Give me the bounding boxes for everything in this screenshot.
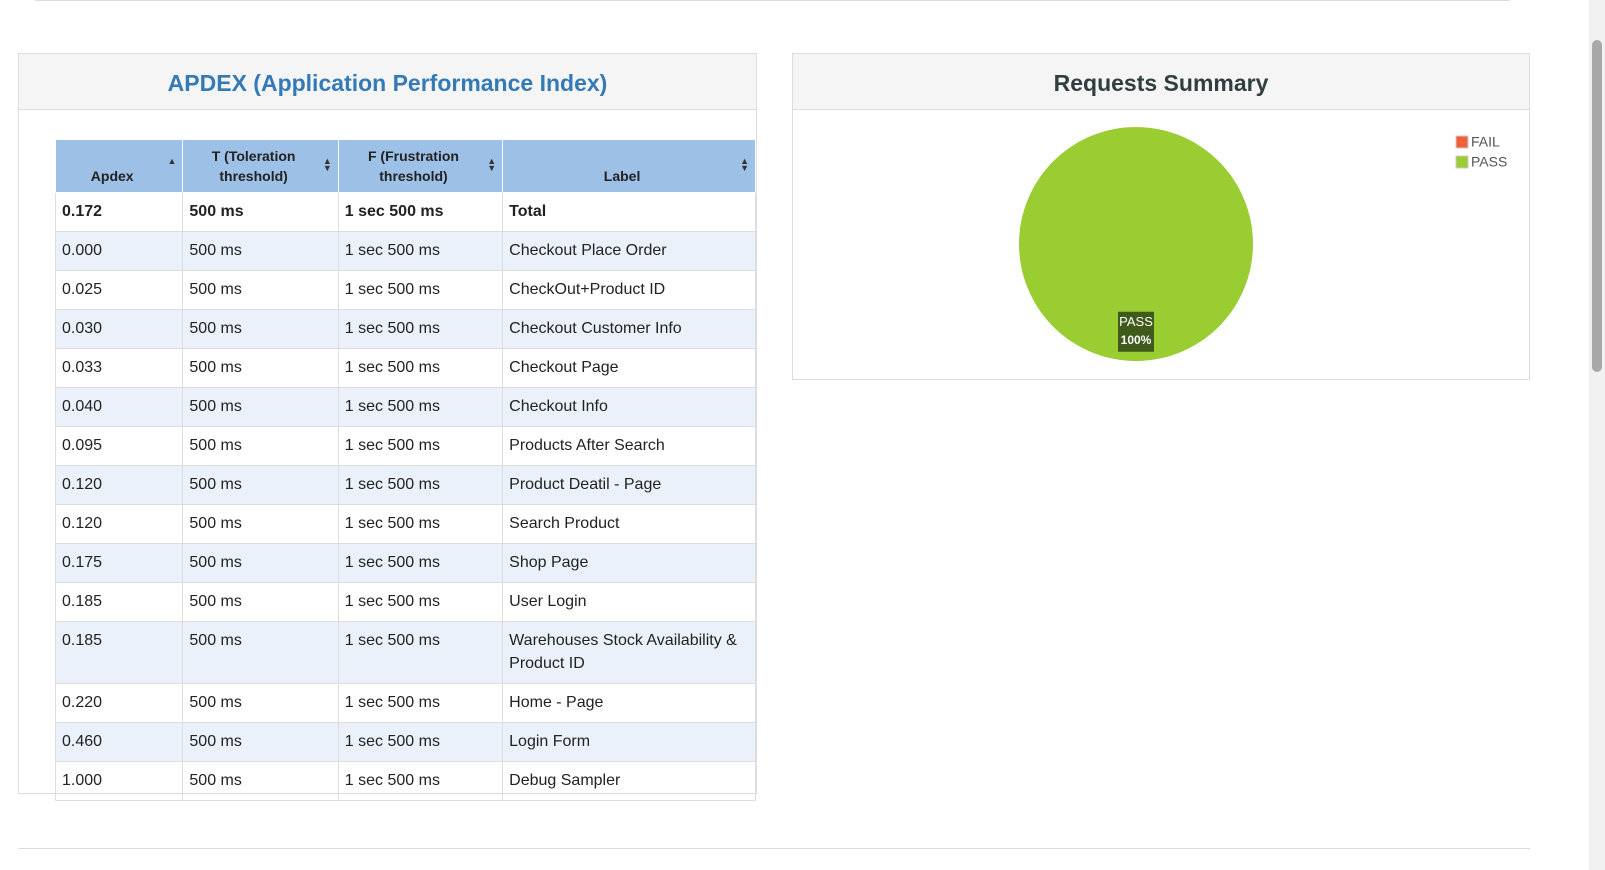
panel-title: APDEX (Application Performance Index) (19, 54, 756, 110)
column-header[interactable]: Apdex ▲ (54, 139, 184, 193)
table-cell: Search Product (502, 504, 756, 544)
table-row: 0.025 500 ms 1 sec 500 ms CheckOut+Product … (54, 270, 756, 310)
sort-arrow: ▲ (167, 156, 177, 166)
table-cell: 0.120 (54, 504, 184, 544)
table-cell: User Login (502, 582, 756, 622)
table-cell: 1 sec 500 ms (337, 231, 504, 271)
header-text: Apdex (90, 168, 134, 184)
table-cell: 0.025 (54, 270, 184, 310)
table-cell: 500 ms (182, 761, 339, 801)
table-cell: 500 ms (182, 582, 339, 622)
table-cell: 0.175 (54, 543, 184, 583)
table-row: 0.120 500 ms 1 sec 500 ms Search Product (54, 504, 756, 544)
table-row: 0.120 500 ms 1 sec 500 ms Product Deatil - … (54, 465, 756, 505)
table-row: 1.000 500 ms 1 sec 500 ms Debug Sampler (54, 761, 756, 801)
table-cell: Checkout Place Order (502, 231, 756, 271)
table-cell: 500 ms (182, 426, 339, 466)
table-cell: Products After Search (502, 426, 756, 466)
table-row: 0.175 500 ms 1 sec 500 ms Shop Page (54, 543, 756, 583)
table-cell: 0.120 (54, 465, 184, 505)
apdex-table: Apdex ▲ T (Toleration threshold) ▲ ▼ F (Frust… (54, 139, 756, 801)
table-row: 0.185 500 ms 1 sec 500 ms User Login (54, 582, 756, 622)
table-cell: 1 sec 500 ms (337, 621, 504, 684)
table-row: 0.172 500 ms 1 sec 500 ms Total (54, 192, 756, 232)
table-cell: Shop Page (502, 543, 756, 583)
table-cell: 500 ms (182, 465, 339, 505)
table-cell: Warehouses Stock Availability & Product … (502, 621, 756, 684)
table-cell: 0.030 (54, 309, 184, 349)
table-cell: 500 ms (182, 504, 339, 544)
table-cell: 500 ms (182, 348, 339, 388)
apdex-panel: APDEX (Application Performance Index) Ap… (18, 53, 757, 801)
table-cell: Product Deatil - Page (502, 465, 756, 505)
table-cell: Checkout Page (502, 348, 756, 388)
header-text: Label (603, 168, 641, 184)
table-cell: 500 ms (182, 387, 339, 427)
table-cell: 500 ms (182, 722, 339, 762)
table-row: 0.040 500 ms 1 sec 500 ms Checkout Info (54, 387, 756, 427)
table-cell: 0.095 (54, 426, 184, 466)
table-row: 0.185 500 ms 1 sec 500 ms Warehouses Stock … (54, 621, 756, 684)
column-header[interactable]: F (Frustration threshold) ▲ ▼ (337, 139, 504, 193)
table-cell: 500 ms (182, 231, 339, 271)
column-header[interactable]: T (Toleration threshold) ▲ ▼ (182, 139, 339, 193)
table-cell: 1 sec 500 ms (337, 582, 504, 622)
table-cell: CheckOut+Product ID (502, 270, 756, 310)
table-cell: 0.220 (54, 683, 184, 723)
table-row: 0.095 500 ms 1 sec 500 ms Products After Se… (54, 426, 756, 466)
table-cell: Total (502, 192, 756, 232)
table-cell: Home - Page (502, 683, 756, 723)
scrollbar[interactable] (1589, 0, 1605, 870)
divider (35, 0, 1510, 1)
table-cell: 1 sec 500 ms (337, 348, 504, 388)
table-row: 0.220 500 ms 1 sec 500 ms Home - Page (54, 683, 756, 723)
table-cell: 1 sec 500 ms (337, 543, 504, 583)
table-cell: 1 sec 500 ms (337, 504, 504, 544)
table-cell: 0.172 (54, 192, 184, 232)
table-cell: 0.460 (54, 722, 184, 762)
table-cell: 500 ms (182, 621, 339, 684)
scroll-thumb[interactable] (1592, 40, 1602, 372)
header-text: F (Frustration threshold) (367, 148, 459, 184)
column-header[interactable]: Label ▲ ▼ (502, 139, 756, 193)
table-cell: 1 sec 500 ms (337, 426, 504, 466)
table-row: 0.030 500 ms 1 sec 500 ms Checkout Customer… (54, 309, 756, 349)
table-row: 0.033 500 ms 1 sec 500 ms Checkout Page (54, 348, 756, 388)
table-cell: Checkout Customer Info (502, 309, 756, 349)
table-cell: 500 ms (182, 309, 339, 349)
divider (18, 848, 1530, 849)
table-cell: 1 sec 500 ms (337, 683, 504, 723)
table-cell: 0.033 (54, 348, 184, 388)
table-cell: 0.000 (54, 231, 184, 271)
panel-title: Requests Summary (793, 54, 1529, 110)
table-cell: 0.185 (54, 621, 184, 684)
table-cell: 0.040 (54, 387, 184, 427)
table-cell: 1 sec 500 ms (337, 192, 504, 232)
table-row: 0.000 500 ms 1 sec 500 ms Checkout Place Or… (54, 231, 756, 271)
table-cell: 1 sec 500 ms (337, 387, 504, 427)
table-cell: 1 sec 500 ms (337, 722, 504, 762)
table-cell: 500 ms (182, 683, 339, 723)
table-cell: 500 ms (182, 192, 339, 232)
table-cell: 0.185 (54, 582, 184, 622)
table-cell: 500 ms (182, 270, 339, 310)
sort-arrow: ▲ ▼ (487, 156, 497, 173)
table-cell: 1 sec 500 ms (337, 761, 504, 801)
table-cell: Debug Sampler (502, 761, 756, 801)
table-cell: 500 ms (182, 543, 339, 583)
table-cell: 1 sec 500 ms (337, 309, 504, 349)
table-cell: 1.000 (54, 761, 184, 801)
table-cell: Login Form (502, 722, 756, 762)
header-text: T (Toleration threshold) (211, 148, 296, 184)
table-cell: Checkout Info (502, 387, 756, 427)
table-row: 0.460 500 ms 1 sec 500 ms Login Form (54, 722, 756, 762)
sort-arrow: ▲ ▼ (740, 156, 749, 173)
summary-panel: Requests Summary (792, 53, 1530, 380)
sort-arrow: ▲ ▼ (322, 156, 332, 173)
table-cell: 1 sec 500 ms (337, 465, 504, 505)
table-cell: 1 sec 500 ms (337, 270, 504, 310)
